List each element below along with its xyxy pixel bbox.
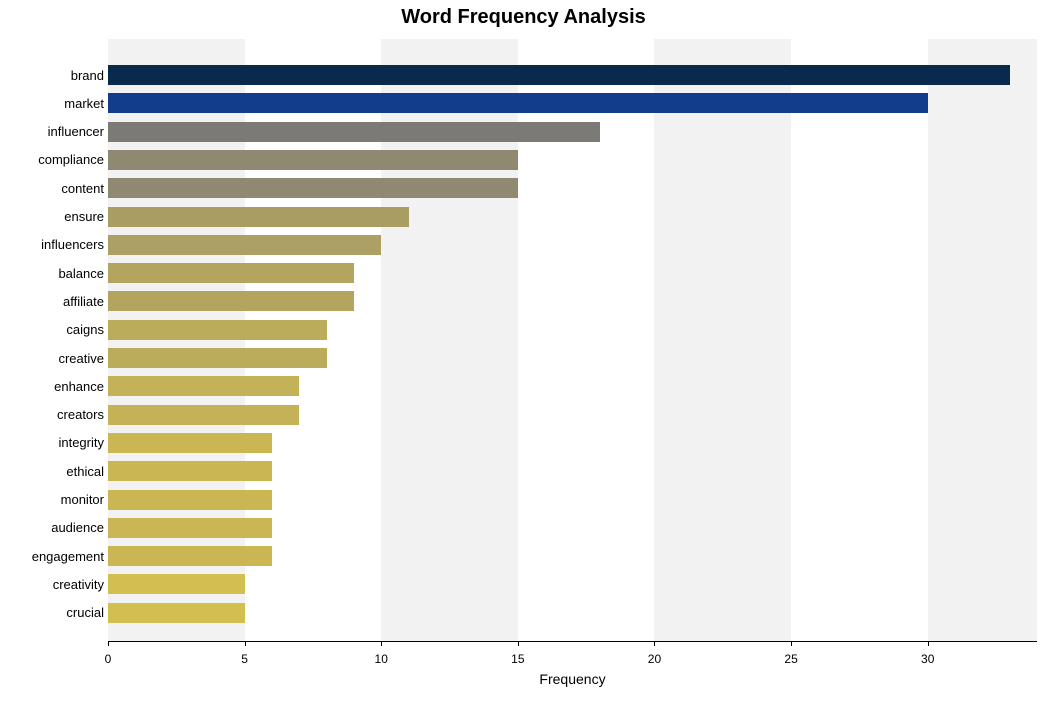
bar [108, 207, 409, 227]
x-tick-label: 5 [241, 652, 248, 666]
bar [108, 348, 327, 368]
x-tick-label: 10 [375, 652, 388, 666]
x-tick-label: 0 [105, 652, 112, 666]
x-tick-mark [245, 641, 246, 646]
bar [108, 405, 299, 425]
bar [108, 122, 600, 142]
grid-band [928, 39, 1037, 641]
y-tick-label: integrity [4, 435, 104, 450]
grid-band [654, 39, 791, 641]
bar [108, 574, 245, 594]
y-tick-label: crucial [4, 605, 104, 620]
chart-title: Word Frequency Analysis [0, 6, 1047, 29]
bar [108, 518, 272, 538]
plot-area [108, 39, 1037, 641]
x-tick-mark [654, 641, 655, 646]
x-tick-label: 30 [921, 652, 934, 666]
bar [108, 461, 272, 481]
x-tick-label: 20 [648, 652, 661, 666]
x-tick-mark [928, 641, 929, 646]
bar [108, 291, 354, 311]
y-tick-label: enhance [4, 379, 104, 394]
x-axis-line [108, 641, 1037, 642]
y-tick-label: creative [4, 351, 104, 366]
bar [108, 150, 518, 170]
bar [108, 320, 327, 340]
bar [108, 65, 1010, 85]
x-tick-mark [518, 641, 519, 646]
y-tick-label: market [4, 96, 104, 111]
y-tick-label: ethical [4, 464, 104, 479]
y-tick-label: audience [4, 520, 104, 535]
bar [108, 178, 518, 198]
x-tick-label: 15 [511, 652, 524, 666]
chart-container: Word Frequency Analysis brand market influ… [0, 0, 1047, 701]
bar [108, 546, 272, 566]
y-tick-label: ensure [4, 209, 104, 224]
y-tick-label: caigns [4, 322, 104, 337]
y-tick-label: monitor [4, 492, 104, 507]
bar [108, 490, 272, 510]
y-tick-label: creativity [4, 577, 104, 592]
x-axis-title: Frequency [108, 671, 1037, 687]
bar [108, 93, 928, 113]
x-tick-mark [381, 641, 382, 646]
y-tick-label: balance [4, 266, 104, 281]
grid-band [791, 39, 928, 641]
y-tick-label: influencer [4, 124, 104, 139]
y-tick-label: influencers [4, 237, 104, 252]
y-tick-label: brand [4, 68, 104, 83]
y-tick-label: content [4, 181, 104, 196]
x-tick-mark [108, 641, 109, 646]
y-tick-label: compliance [4, 152, 104, 167]
bar [108, 376, 299, 396]
bar [108, 603, 245, 623]
bar [108, 433, 272, 453]
bar [108, 263, 354, 283]
y-tick-label: creators [4, 407, 104, 422]
bar [108, 235, 381, 255]
y-tick-label: engagement [4, 549, 104, 564]
x-tick-mark [791, 641, 792, 646]
y-tick-label: affiliate [4, 294, 104, 309]
x-tick-label: 25 [784, 652, 797, 666]
